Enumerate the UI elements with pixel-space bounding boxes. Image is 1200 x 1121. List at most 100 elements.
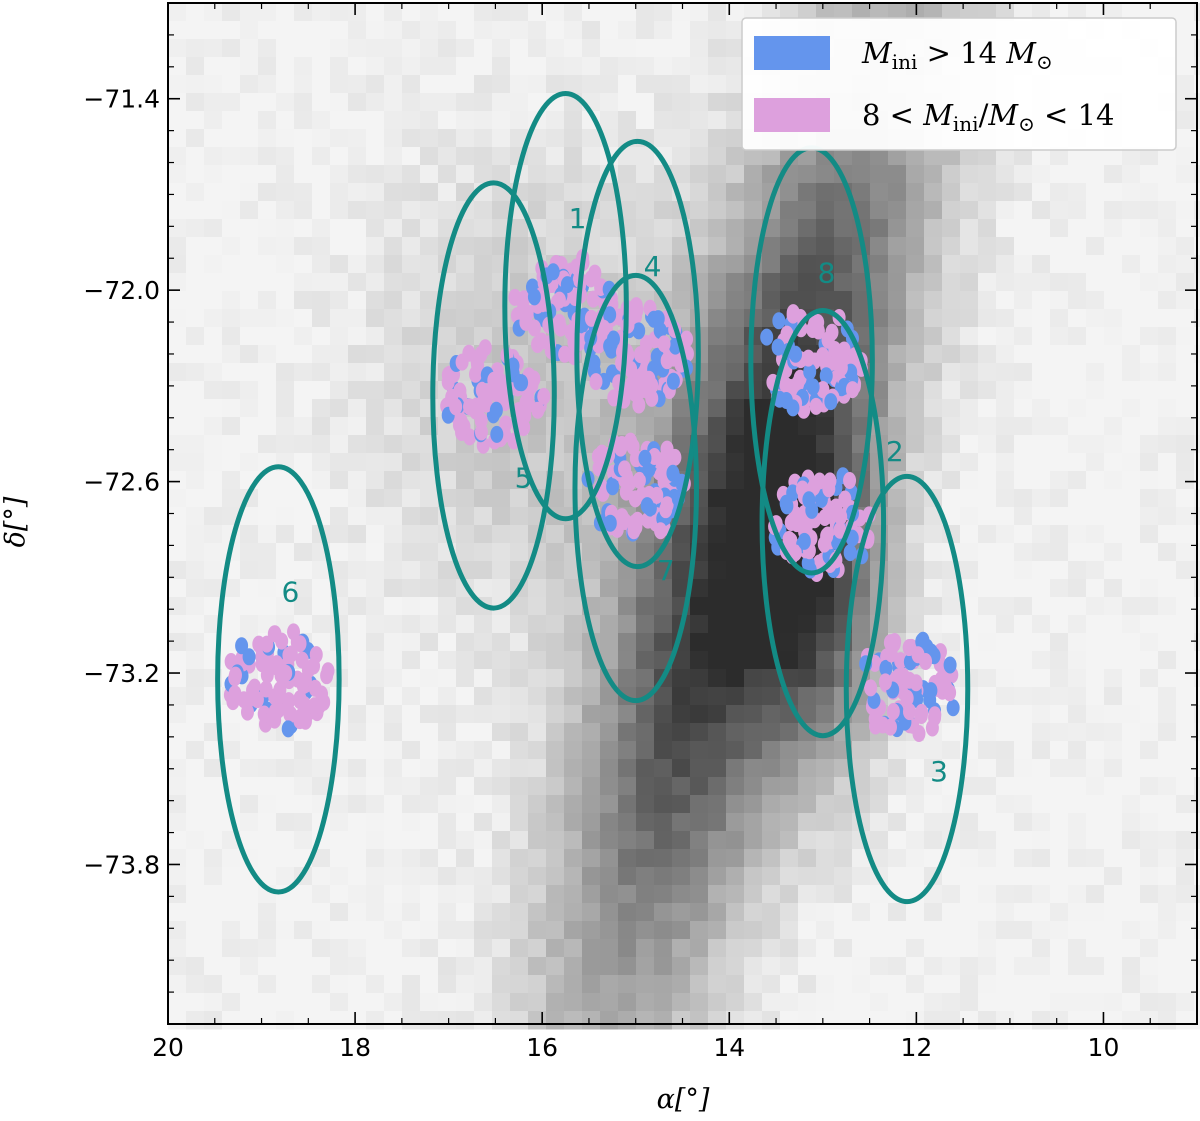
- density-cell: [546, 849, 565, 868]
- density-cell: [690, 939, 709, 958]
- density-cell: [384, 237, 403, 256]
- density-cell: [888, 507, 907, 526]
- density-cell: [744, 993, 763, 1012]
- density-cell: [546, 921, 565, 940]
- density-cell: [816, 759, 835, 778]
- density-cell: [510, 795, 529, 814]
- density-cell: [672, 723, 691, 742]
- density-cell: [888, 345, 907, 364]
- density-cell: [168, 615, 187, 634]
- density-cell: [1104, 273, 1123, 292]
- density-cell: [978, 777, 997, 796]
- density-cell: [726, 723, 745, 742]
- density-cell: [492, 1011, 511, 1030]
- density-cell: [888, 903, 907, 922]
- density-cell: [618, 903, 637, 922]
- density-cell: [834, 237, 853, 256]
- density-cell: [960, 903, 979, 922]
- density-cell: [186, 3, 205, 22]
- density-cell: [528, 705, 547, 724]
- density-cell: [582, 525, 601, 544]
- density-cell: [888, 957, 907, 976]
- density-cell: [222, 867, 241, 886]
- density-cell: [438, 579, 457, 598]
- density-cell: [456, 921, 475, 940]
- y-axis-label: δ[°]: [0, 496, 31, 547]
- density-cell: [420, 129, 439, 148]
- density-cell: [222, 975, 241, 994]
- density-cell: [402, 183, 421, 202]
- density-cell: [186, 687, 205, 706]
- density-cell: [186, 237, 205, 256]
- density-cell: [294, 273, 313, 292]
- density-cell: [546, 543, 565, 562]
- density-cell: [420, 1011, 439, 1030]
- density-cell: [330, 399, 349, 418]
- density-cell: [1050, 687, 1069, 706]
- density-cell: [1068, 345, 1087, 364]
- density-cell: [942, 183, 961, 202]
- density-cell: [600, 111, 619, 130]
- density-cell: [618, 831, 637, 850]
- density-cell: [510, 543, 529, 562]
- density-cell: [276, 183, 295, 202]
- density-cell: [852, 165, 871, 184]
- density-cell: [1158, 597, 1177, 616]
- star-point: [491, 375, 505, 393]
- density-cell: [978, 939, 997, 958]
- density-cell: [924, 957, 943, 976]
- density-cell: [510, 219, 529, 238]
- density-cell: [960, 381, 979, 400]
- density-cell: [294, 525, 313, 544]
- density-cell: [798, 957, 817, 976]
- density-cell: [384, 327, 403, 346]
- density-cell: [1086, 363, 1105, 382]
- density-cell: [420, 741, 439, 760]
- density-cell: [672, 165, 691, 184]
- density-cell: [744, 975, 763, 994]
- density-cell: [924, 399, 943, 418]
- density-cell: [366, 921, 385, 940]
- density-cell: [960, 921, 979, 940]
- density-cell: [564, 39, 583, 58]
- density-cell: [1068, 309, 1087, 328]
- density-cell: [276, 597, 295, 616]
- star-point: [845, 381, 859, 399]
- density-cell: [348, 597, 367, 616]
- density-cell: [618, 93, 637, 112]
- density-cell: [402, 975, 421, 994]
- density-cell: [1104, 219, 1123, 238]
- density-cell: [1014, 597, 1033, 616]
- density-cell: [690, 489, 709, 508]
- density-cell: [1158, 723, 1177, 742]
- density-cell: [1068, 381, 1087, 400]
- density-cell: [672, 579, 691, 598]
- density-cell: [1176, 867, 1195, 886]
- legend-label-mid-mass: 8 < Mini/M⊙ < 14: [862, 98, 1114, 136]
- density-cell: [330, 831, 349, 850]
- star-point: [490, 425, 504, 443]
- density-cell: [420, 759, 439, 778]
- density-cell: [366, 183, 385, 202]
- density-cell: [222, 489, 241, 508]
- density-cell: [402, 237, 421, 256]
- density-cell: [168, 363, 187, 382]
- density-cell: [690, 471, 709, 490]
- density-cell: [1122, 813, 1141, 832]
- density-cell: [294, 777, 313, 796]
- density-cell: [672, 669, 691, 688]
- density-cell: [456, 759, 475, 778]
- density-cell: [618, 237, 637, 256]
- density-cell: [402, 939, 421, 958]
- density-cell: [582, 957, 601, 976]
- density-cell: [744, 579, 763, 598]
- density-cell: [312, 615, 331, 634]
- density-cell: [582, 129, 601, 148]
- density-cell: [294, 903, 313, 922]
- density-cell: [960, 183, 979, 202]
- density-cell: [528, 921, 547, 940]
- density-cell: [1032, 453, 1051, 472]
- density-cell: [564, 165, 583, 184]
- density-cell: [672, 651, 691, 670]
- density-cell: [996, 435, 1015, 454]
